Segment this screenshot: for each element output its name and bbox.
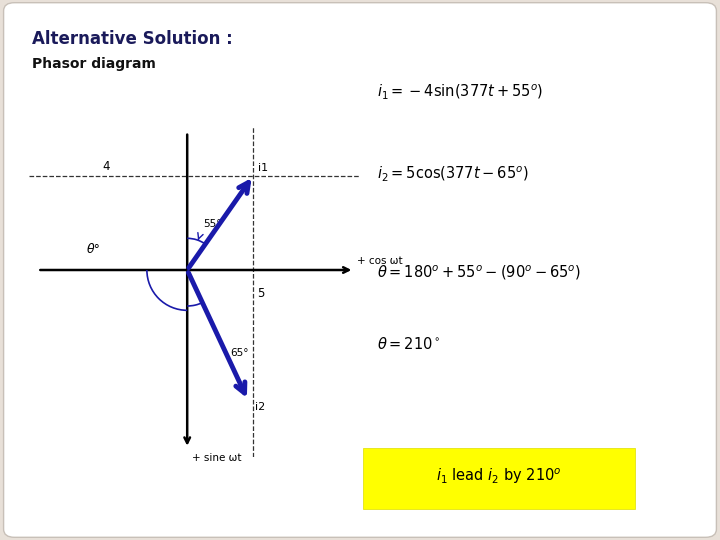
Text: + sine ωt: + sine ωt bbox=[192, 453, 241, 463]
Text: 55°: 55° bbox=[203, 219, 222, 229]
Text: i1: i1 bbox=[258, 163, 268, 173]
Text: $\theta=180^o+55^o-(90^o-65^o)$: $\theta=180^o+55^o-(90^o-65^o)$ bbox=[377, 264, 581, 282]
FancyBboxPatch shape bbox=[364, 448, 635, 510]
Text: θ°: θ° bbox=[86, 242, 100, 256]
Text: Alternative Solution :: Alternative Solution : bbox=[32, 30, 233, 48]
Text: i2: i2 bbox=[256, 402, 266, 412]
Text: $i_1$ lead $i_2$ by 210$^o$: $i_1$ lead $i_2$ by 210$^o$ bbox=[436, 467, 562, 487]
Text: + cos ωt: + cos ωt bbox=[357, 255, 402, 266]
Text: 65°: 65° bbox=[230, 348, 249, 359]
Text: $i_1 = -4\sin(377t+55^o)$: $i_1 = -4\sin(377t+55^o)$ bbox=[377, 82, 544, 102]
FancyBboxPatch shape bbox=[4, 3, 716, 537]
Text: $\theta=210^\circ$: $\theta=210^\circ$ bbox=[377, 336, 441, 352]
Text: 4: 4 bbox=[103, 160, 110, 173]
Text: Phasor diagram: Phasor diagram bbox=[32, 57, 156, 71]
Text: $i_2 = 5\cos(377t-65^o)$: $i_2 = 5\cos(377t-65^o)$ bbox=[377, 164, 529, 183]
Text: 5: 5 bbox=[258, 287, 265, 300]
